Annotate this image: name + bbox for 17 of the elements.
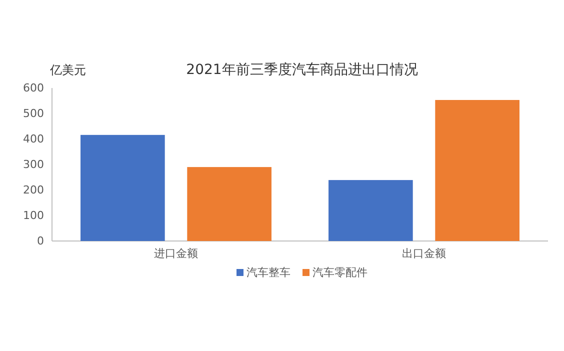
legend-label: 汽车整车 xyxy=(246,266,290,279)
y-tick-label: 100 xyxy=(23,209,44,222)
bar xyxy=(435,100,520,241)
bar xyxy=(328,180,413,241)
bar xyxy=(80,134,165,241)
legend-label: 汽车零配件 xyxy=(312,266,368,279)
chart-title: 2021年前三季度汽车商品进出口情况 xyxy=(186,62,418,78)
x-tick-label: 进口金额 xyxy=(154,246,198,260)
y-tick-label: 600 xyxy=(23,82,44,95)
y-tick-label: 400 xyxy=(23,132,44,146)
y-axis-title: 亿美元 xyxy=(49,63,86,77)
y-tick-label: 500 xyxy=(23,107,44,120)
x-tick-label: 出口金额 xyxy=(402,246,446,260)
y-tick-label: 300 xyxy=(23,158,44,172)
y-tick-label: 200 xyxy=(23,184,44,197)
y-tick-label: 0 xyxy=(37,234,44,248)
bar xyxy=(187,167,272,241)
